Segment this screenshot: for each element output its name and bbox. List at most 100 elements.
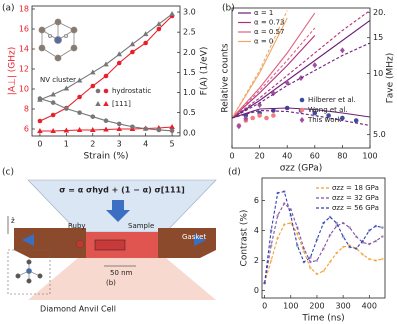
plot-area bbox=[263, 190, 384, 285]
circle-marker bbox=[271, 113, 276, 118]
dot-marker bbox=[289, 208, 293, 211]
circle-marker bbox=[95, 88, 101, 94]
lower-anvil bbox=[28, 258, 216, 300]
dot-marker bbox=[381, 235, 384, 238]
label: Sample bbox=[128, 222, 154, 230]
dot-marker bbox=[263, 281, 266, 285]
arrow bbox=[106, 200, 130, 222]
y2-tick-label: 20. bbox=[373, 8, 386, 17]
dot-marker bbox=[309, 260, 312, 264]
legend-label: α = 0.73 bbox=[254, 19, 285, 27]
dot-marker bbox=[335, 221, 338, 225]
circle-marker bbox=[169, 128, 175, 134]
y-tick-label: 12 bbox=[19, 65, 29, 74]
panel-label: (c) bbox=[2, 168, 14, 178]
y-tick-label: 14 bbox=[19, 45, 29, 54]
series-line bbox=[232, 10, 370, 119]
dot-marker bbox=[367, 229, 371, 232]
x-tick-label: 300 bbox=[335, 302, 350, 311]
triangle-marker bbox=[50, 91, 56, 97]
circle-marker bbox=[257, 113, 262, 118]
label: (b) bbox=[106, 279, 116, 287]
y-tick-label: 4 bbox=[254, 226, 259, 235]
circle-marker bbox=[103, 88, 109, 94]
ruby bbox=[75, 239, 85, 249]
dac-diagram: σ = α σhyd + (1 − α) σ[111] Ruby Sample … bbox=[7, 179, 217, 314]
triangle-marker bbox=[89, 69, 96, 75]
x-tick-label: 400 bbox=[362, 302, 377, 311]
legend-label: σzz = 56 GPa bbox=[332, 204, 379, 212]
series-line bbox=[232, 35, 316, 119]
dot-marker bbox=[309, 266, 312, 270]
dot-marker bbox=[335, 251, 338, 255]
y-tick-label: 6 bbox=[254, 196, 259, 205]
x-tick-label: 20 bbox=[255, 152, 265, 161]
y2-tick-label: 15 bbox=[373, 33, 383, 42]
plot-area bbox=[37, 11, 175, 134]
x-axis-label: Time (ns) bbox=[301, 314, 344, 324]
y2-tick-label: 2.0 bbox=[183, 48, 196, 57]
dot-marker bbox=[282, 190, 286, 193]
x-tick-label: 200 bbox=[309, 302, 324, 311]
y-tick-label: 8 bbox=[24, 105, 29, 114]
dot-marker bbox=[322, 247, 325, 250]
triangle-marker bbox=[103, 126, 109, 132]
circle-marker bbox=[299, 107, 305, 113]
circle-marker bbox=[312, 110, 318, 116]
plot-frame bbox=[231, 7, 371, 149]
x-axis-label: Strain (%) bbox=[83, 152, 128, 162]
series-line bbox=[232, 42, 370, 119]
dot-marker bbox=[276, 214, 280, 217]
series-line bbox=[232, 12, 316, 119]
x-tick-label: 0 bbox=[229, 152, 234, 161]
x-tick-label: 0 bbox=[37, 140, 42, 149]
triangle-marker bbox=[37, 96, 43, 102]
x-tick-label: 1 bbox=[64, 140, 69, 149]
dot-marker bbox=[302, 247, 306, 250]
y2-tick-label: 3.0 bbox=[183, 8, 196, 17]
triangle-marker bbox=[76, 127, 83, 132]
x-tick-label: 40 bbox=[282, 152, 292, 161]
dot-marker bbox=[341, 235, 345, 238]
dot-marker bbox=[296, 226, 299, 229]
legend-label: α = 1 bbox=[254, 9, 273, 17]
y-tick-label: 2 bbox=[254, 256, 259, 265]
legend-label: This work bbox=[307, 116, 342, 124]
circle-marker bbox=[130, 49, 135, 55]
dot-marker bbox=[381, 257, 384, 261]
dot-marker bbox=[374, 239, 378, 243]
circle-marker bbox=[90, 114, 96, 119]
circle-marker bbox=[143, 126, 148, 132]
y2-tick-label: 5.0 bbox=[373, 130, 386, 139]
diamond-marker bbox=[299, 117, 305, 123]
y2-axis-label: Γave (MHz) bbox=[386, 53, 396, 104]
arrow bbox=[194, 234, 206, 246]
y2-tick-label: 0.5 bbox=[183, 108, 196, 117]
dot-marker bbox=[302, 250, 306, 253]
dot-marker bbox=[381, 226, 384, 229]
dot-marker bbox=[328, 215, 332, 219]
y-tick-label: 6 bbox=[24, 125, 29, 134]
dot-marker bbox=[354, 247, 358, 250]
dot-marker bbox=[367, 257, 371, 261]
circle-marker bbox=[37, 118, 43, 124]
inset-box bbox=[7, 249, 51, 295]
annotation: NV cluster bbox=[40, 76, 76, 84]
circle-marker bbox=[264, 115, 269, 121]
dot-marker bbox=[341, 245, 345, 249]
diamond-marker bbox=[236, 123, 242, 130]
legend-label: Hilberer et al. bbox=[308, 96, 356, 104]
dot-marker bbox=[315, 238, 319, 241]
dot-marker bbox=[315, 272, 319, 276]
circle-marker bbox=[143, 40, 148, 46]
arrow bbox=[22, 234, 34, 246]
dot-marker bbox=[296, 244, 299, 247]
triangle-marker bbox=[142, 31, 149, 37]
dot-marker bbox=[367, 242, 371, 246]
plot-frame bbox=[261, 177, 386, 299]
triangle-marker bbox=[103, 61, 109, 67]
y-tick-label: 16 bbox=[19, 25, 29, 34]
circle-marker bbox=[116, 121, 122, 127]
diamond-marker bbox=[298, 75, 304, 82]
